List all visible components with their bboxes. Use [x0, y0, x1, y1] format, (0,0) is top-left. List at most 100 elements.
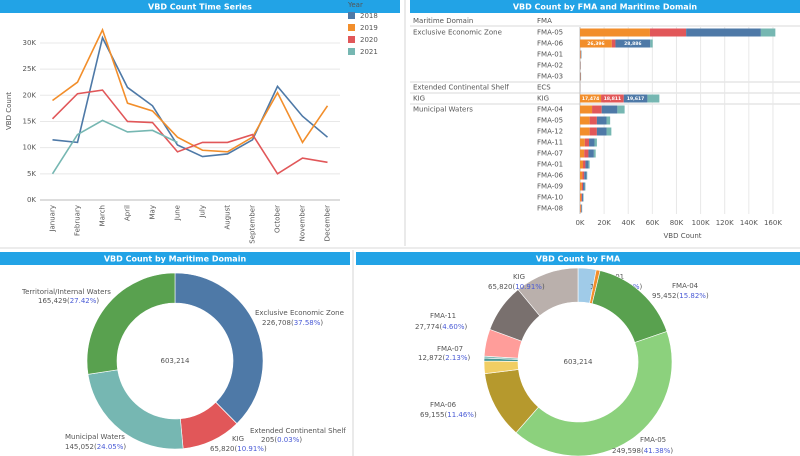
bar-segment — [584, 182, 586, 191]
panel-title: VBD Count by FMA — [536, 255, 621, 264]
bar-segment — [580, 204, 581, 213]
bar-segment — [580, 94, 602, 103]
x-tick-label: November — [299, 205, 307, 242]
value-label: 12,872 — [418, 354, 443, 362]
bar-segment — [617, 105, 625, 114]
paren: ) — [123, 443, 126, 451]
bar-segment — [582, 193, 584, 202]
donut-segment — [86, 272, 176, 375]
bar-segment — [611, 39, 616, 48]
percent-label: 41.38% — [644, 447, 671, 455]
center-total: 603,214 — [564, 358, 593, 366]
domain-label: Extended Continental Shelf — [413, 84, 509, 92]
percent-label: 27.42% — [70, 297, 97, 305]
percent-label: 15.82% — [679, 292, 706, 300]
segment-value: 65,820(10.91%) — [488, 283, 545, 291]
paren: ) — [706, 292, 709, 300]
fma-label: FMA-01 — [537, 51, 563, 59]
fma-label: FMA-07 — [537, 150, 563, 158]
percent-label: 0.03% — [277, 436, 300, 444]
bar-segment — [583, 160, 586, 169]
x-tick-label: 60K — [646, 219, 660, 227]
segment-name: FMA-06 — [430, 401, 457, 409]
value-label: 165,429 — [38, 297, 67, 305]
panel-header — [0, 0, 400, 13]
bar-segment — [581, 182, 584, 191]
donut-segment — [174, 272, 264, 424]
paren: ) — [264, 445, 267, 453]
value-label: 226,708 — [262, 319, 291, 327]
value-label: 27,774 — [415, 323, 440, 331]
bar-segment — [580, 182, 582, 191]
x-tick-label: March — [99, 205, 107, 226]
y-tick-label: 0K — [27, 196, 36, 204]
x-axis-title: VBD Count — [664, 232, 702, 240]
segment-value: 69,155(11.46%) — [420, 411, 477, 419]
y-tick-label: 15K — [23, 117, 37, 125]
paren: ) — [320, 319, 323, 327]
data-label: 18,811 — [604, 96, 621, 102]
percent-label: 2.13% — [445, 354, 468, 362]
legend-swatch — [348, 24, 355, 31]
bar-segment — [580, 149, 585, 158]
x-tick-label: July — [199, 205, 207, 219]
segment-name: Territorial/Internal Waters — [21, 288, 111, 296]
x-tick-label: 120K — [716, 219, 734, 227]
paren: ( — [677, 292, 680, 300]
paren: ) — [670, 447, 673, 455]
fma-label: FMA-06 — [537, 40, 564, 48]
series-line — [52, 27, 329, 153]
x-tick-label: January — [49, 205, 57, 233]
value-label: 205 — [261, 436, 274, 444]
bar-segment — [589, 127, 597, 136]
domain-label: Municipal Waters — [413, 106, 473, 114]
fma-label: ECS — [537, 84, 551, 92]
bar-segment — [650, 39, 653, 48]
data-label: 28,886 — [624, 41, 641, 47]
percent-label: 4.60% — [442, 323, 465, 331]
x-tick-label: 100K — [692, 219, 710, 227]
bar-segment — [649, 28, 687, 37]
donut-segment — [515, 331, 673, 456]
fma-label: KIG — [537, 95, 549, 103]
bar-segment — [580, 28, 650, 37]
paren: ) — [474, 411, 477, 419]
segment-value: 205(0.03%) — [261, 436, 302, 444]
paren: ( — [513, 283, 516, 291]
bar-segment — [584, 149, 589, 158]
fma-label: FMA-03 — [537, 73, 563, 81]
fma-label: FMA-01 — [537, 161, 563, 169]
legend-swatch — [348, 48, 355, 55]
y-tick-label: 5K — [27, 170, 36, 178]
bar-segment — [596, 127, 607, 136]
x-tick-label: 160K — [764, 219, 782, 227]
bar-segment — [647, 94, 660, 103]
panel-header — [410, 0, 800, 13]
fma-label: FMA-04 — [537, 106, 564, 114]
bar-segment — [596, 116, 607, 125]
bar-segment — [686, 28, 761, 37]
y-tick-label: 30K — [23, 39, 37, 47]
segment-value: 249,598(41.38%) — [612, 447, 673, 455]
center-total: 603,214 — [161, 357, 190, 365]
bar-segment — [580, 160, 584, 169]
paren: ( — [445, 411, 448, 419]
legend-label: 2020 — [360, 36, 378, 44]
percent-label: 24.05% — [97, 443, 124, 451]
bar-segment — [580, 138, 585, 147]
paren: ) — [299, 436, 302, 444]
segment-value: 226,708(37.58%) — [262, 319, 323, 327]
paren: ) — [467, 354, 470, 362]
paren: ( — [274, 436, 277, 444]
segment-name: KIG — [232, 435, 244, 443]
value-label: 145,052 — [65, 443, 94, 451]
bar-segment — [580, 127, 590, 136]
fma-label: FMA-02 — [537, 62, 563, 70]
y-tick-label: 10K — [23, 144, 37, 152]
bar-segment — [581, 193, 583, 202]
bar-segment — [580, 105, 593, 114]
bar-segment — [581, 204, 582, 213]
column-header: FMA — [537, 17, 552, 25]
fma-label: FMA-12 — [537, 128, 563, 136]
percent-label: 37.58% — [294, 319, 321, 327]
